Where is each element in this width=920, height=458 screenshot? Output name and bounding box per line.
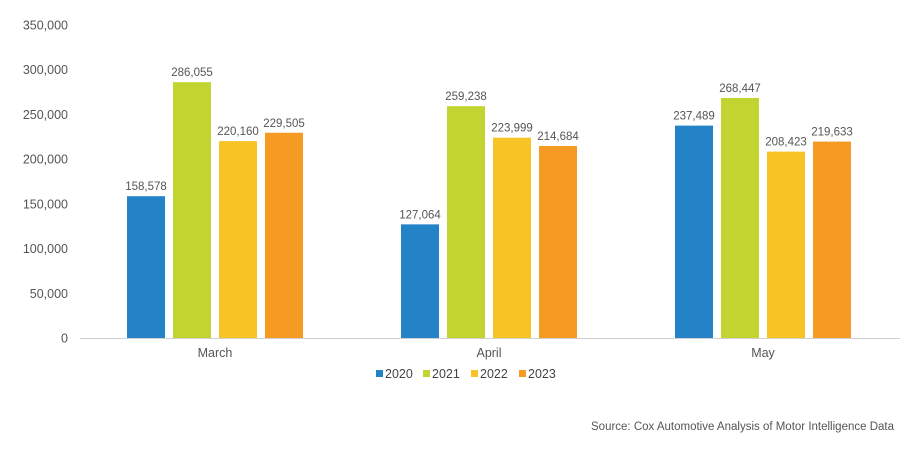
y-tick-label: 300,000 xyxy=(23,63,68,77)
x-category-label: April xyxy=(476,346,501,360)
bar-2020-april xyxy=(401,224,439,338)
y-tick-label: 100,000 xyxy=(23,242,68,256)
bar-2020-march xyxy=(127,196,165,338)
bar-2023-april xyxy=(539,146,577,338)
legend-label-2023: 2023 xyxy=(528,367,556,381)
y-tick-label: 0 xyxy=(61,332,68,346)
data-label: 220,160 xyxy=(217,126,259,138)
legend-label-2021: 2021 xyxy=(432,367,460,381)
data-label: 127,064 xyxy=(399,209,441,221)
data-label: 259,238 xyxy=(445,91,487,103)
y-tick-label: 50,000 xyxy=(30,287,68,301)
bar-2022-may xyxy=(767,151,805,338)
data-label: 219,633 xyxy=(811,127,853,139)
data-label: 223,999 xyxy=(491,123,533,135)
x-category-label: March xyxy=(198,346,233,360)
legend-swatch-2023 xyxy=(519,370,526,377)
data-label: 268,447 xyxy=(719,83,761,95)
bars: 158,578 286,055 220,160 229,505 127,064 259,2… xyxy=(125,67,853,339)
bar-2023-march xyxy=(265,132,303,338)
legend-swatch-2020 xyxy=(376,370,383,377)
data-label: 229,505 xyxy=(263,118,305,130)
legend-swatch-2022 xyxy=(471,370,478,377)
bar-2021-may xyxy=(721,97,759,338)
data-label: 208,423 xyxy=(765,137,807,149)
bar-2020-may xyxy=(675,125,713,339)
legend-label-2020: 2020 xyxy=(385,367,413,381)
x-category-label: May xyxy=(751,346,775,360)
legend-label-2022: 2022 xyxy=(480,367,508,381)
data-label: 214,684 xyxy=(537,131,579,143)
legend: 2020 2021 2022 2023 xyxy=(376,367,556,381)
legend-swatch-2021 xyxy=(423,370,430,377)
bar-2021-march xyxy=(173,82,211,339)
bar-2021-april xyxy=(447,106,485,338)
data-label: 158,578 xyxy=(125,181,167,193)
bar-2023-may xyxy=(813,141,851,338)
bar-2022-march xyxy=(219,141,257,338)
data-label: 286,055 xyxy=(171,67,213,79)
y-tick-label: 350,000 xyxy=(23,19,68,33)
y-tick-label: 250,000 xyxy=(23,108,68,122)
source-note: Source: Cox Automotive Analysis of Motor… xyxy=(591,421,894,433)
data-label: 237,489 xyxy=(673,111,715,123)
bar-2022-april xyxy=(493,137,531,338)
y-tick-label: 200,000 xyxy=(23,153,68,167)
y-tick-label: 150,000 xyxy=(23,197,68,211)
x-axis: March April May xyxy=(80,338,900,360)
y-axis: 0 50,000 100,000 150,000 200,000 250,000 300,0… xyxy=(23,19,68,346)
